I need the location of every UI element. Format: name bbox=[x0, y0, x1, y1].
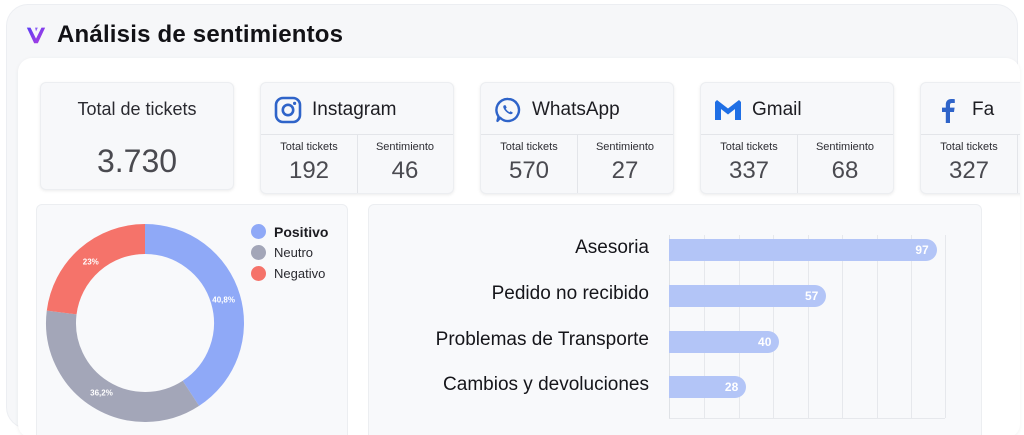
legend-label: Neutro bbox=[274, 245, 314, 260]
bar-problemas-de-transporte[interactable]: 40 bbox=[669, 331, 780, 353]
total-tickets-value: 3.730 bbox=[96, 143, 178, 179]
bar-label-problemas-de-transporte: Problemas de Transporte bbox=[435, 329, 649, 350]
bar-cambios-y-devoluciones[interactable]: 28 bbox=[669, 376, 747, 398]
channel-name: Instagram bbox=[312, 99, 397, 120]
donut-slice-neutro[interactable] bbox=[46, 310, 200, 422]
facebook-icon bbox=[933, 95, 963, 125]
bar-value: 28 bbox=[724, 380, 739, 394]
bar-label-cambios-y-devoluciones: Cambios y devoluciones bbox=[443, 374, 649, 395]
whatsapp-icon bbox=[493, 95, 523, 125]
bar-value: 97 bbox=[915, 243, 929, 257]
total-tickets-count: 327 bbox=[948, 157, 990, 184]
sentiment-count: 68 bbox=[831, 157, 859, 184]
bar-grid bbox=[669, 235, 946, 419]
sentiment-count: 46 bbox=[391, 157, 419, 184]
channel-name: Gmail bbox=[752, 99, 802, 120]
page-title: Análisis de sentimientos bbox=[57, 21, 344, 48]
donut-slice-negativo[interactable] bbox=[46, 224, 146, 315]
legend-item-negativo[interactable]: Negativo bbox=[251, 263, 328, 284]
channel-card-instagram[interactable]: Instagram Total tickets 192 Sentimiento … bbox=[260, 82, 454, 194]
total-tickets-label: Total de tickets bbox=[77, 99, 197, 119]
legend-dot-positivo bbox=[251, 224, 266, 239]
total-tickets-sublabel: Total tickets bbox=[940, 141, 998, 153]
sentiment-sublabel: Sentimiento bbox=[595, 141, 655, 153]
legend-label: Positivo bbox=[274, 223, 329, 240]
total-tickets-count: 570 bbox=[508, 157, 550, 184]
donut-slice-positivo[interactable] bbox=[144, 224, 244, 406]
bar-pedido-no-recibido[interactable]: 57 bbox=[669, 285, 827, 307]
topics-bar-card: Asesoria 97 Pedido no recibido 57 Proble… bbox=[368, 204, 982, 435]
sentiment-donut-chart: 40,8% 36,2% 23% bbox=[46, 224, 244, 422]
legend-dot-negativo bbox=[251, 266, 266, 281]
bar-asesoria[interactable]: 97 bbox=[669, 239, 937, 261]
channel-card-gmail[interactable]: Gmail Total tickets 337 Sentimiento 68 bbox=[700, 82, 894, 194]
header: Análisis de sentimientos bbox=[25, 15, 343, 55]
legend-item-positivo[interactable]: Positivo bbox=[251, 221, 328, 242]
donut-legend: Positivo Neutro Negativo bbox=[251, 221, 328, 284]
sentiment-count: 27 bbox=[611, 157, 639, 184]
total-tickets-count: 337 bbox=[728, 157, 770, 184]
sentiment-sublabel: Sentimiento bbox=[375, 141, 435, 153]
total-tickets-card: Total de tickets 3.730 bbox=[40, 82, 234, 190]
total-tickets-sublabel: Total tickets bbox=[720, 141, 778, 153]
channel-name: WhatsApp bbox=[532, 99, 620, 120]
gmail-icon bbox=[713, 95, 743, 125]
sentiment-sublabel: Sentimiento bbox=[815, 141, 875, 153]
total-tickets-sublabel: Total tickets bbox=[500, 141, 558, 153]
channel-name: Fa bbox=[972, 99, 995, 120]
bar-label-asesoria: Asesoria bbox=[575, 237, 649, 258]
sentiment-donut-card: 40,8% 36,2% 23% Positivo Neutro Negativo bbox=[36, 204, 348, 435]
bar-value: 40 bbox=[758, 335, 772, 349]
bar-value: 57 bbox=[804, 289, 819, 303]
channel-card-whatsapp[interactable]: WhatsApp Total tickets 570 Sentimiento 2… bbox=[480, 82, 674, 194]
channel-card-facebook[interactable]: Fa Total tickets 327 bbox=[920, 82, 1020, 194]
donut-slice-label: 36,2% bbox=[90, 389, 113, 398]
main-panel: Total de tickets 3.730 Instagram Total t… bbox=[18, 58, 1020, 435]
donut-slice-label: 40,8% bbox=[212, 296, 235, 305]
v-logo-icon bbox=[26, 27, 46, 44]
legend-item-neutro[interactable]: Neutro bbox=[251, 242, 328, 263]
total-tickets-count: 192 bbox=[288, 157, 330, 184]
legend-label: Negativo bbox=[274, 266, 326, 281]
legend-dot-neutro bbox=[251, 245, 266, 260]
instagram-icon bbox=[273, 95, 303, 125]
total-tickets-sublabel: Total tickets bbox=[280, 141, 338, 153]
donut-slice-label: 23% bbox=[83, 257, 99, 266]
bar-label-pedido-no-recibido: Pedido no recibido bbox=[491, 283, 649, 304]
